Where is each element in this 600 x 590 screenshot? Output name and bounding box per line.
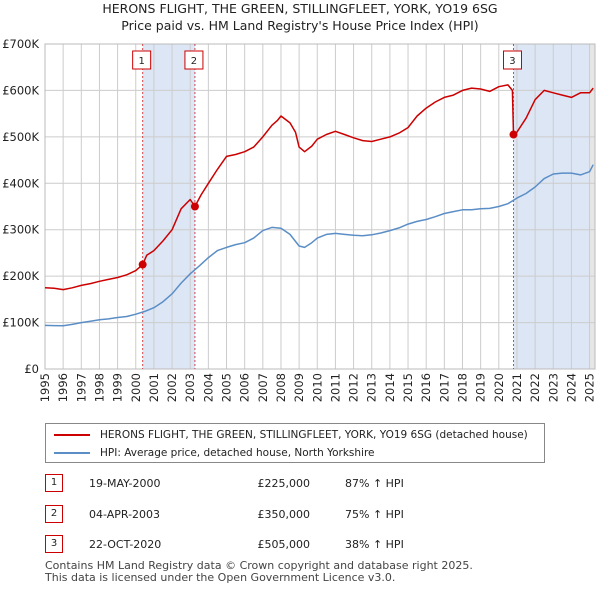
legend-item-price: HERONS FLIGHT, THE GREEN, STILLINGFLEET,… — [54, 426, 528, 444]
footer-licence: This data is licensed under the Open Gov… — [45, 571, 396, 584]
transaction-number: 1 — [45, 474, 63, 492]
transaction-price: £505,000 — [257, 538, 311, 551]
price-line-swatch — [54, 434, 90, 436]
transaction-hpi: 87% ↑ HPI — [345, 477, 404, 490]
sale-label: 1 — [138, 56, 144, 67]
footer: Contains HM Land Registry data © Crown c… — [45, 560, 473, 584]
forecast-band — [589, 44, 595, 369]
legend: HERONS FLIGHT, THE GREEN, STILLINGFLEET,… — [45, 423, 545, 463]
price-chart: £0 £100K £200K £300K £400K £500K £600K £700K 199… — [2, 37, 597, 402]
x-tick-label: 2023 — [546, 373, 560, 402]
sale-period-band — [513, 44, 595, 369]
sale-label-box — [502, 50, 522, 70]
x-tick-label: 1996 — [56, 373, 70, 402]
x-tick-label: 1999 — [111, 373, 125, 402]
y-tick-label: £500K — [2, 130, 39, 144]
sale-point — [138, 260, 147, 269]
chart-title: HERONS FLIGHT, THE GREEN, STILLINGFLEET,… — [102, 1, 498, 16]
x-tick-label: 2005 — [220, 373, 234, 402]
sale-label: 2 — [191, 56, 197, 67]
y-tick-label: £0 — [24, 362, 39, 376]
transaction-date: 22-OCT-2020 — [89, 538, 162, 551]
y-tick-label: £700K — [2, 37, 39, 51]
transaction-date: 19-MAY-2000 — [89, 477, 161, 490]
hpi-line-swatch — [54, 452, 90, 454]
y-tick-label: £200K — [2, 269, 39, 283]
sale-label: 3 — [509, 56, 515, 67]
x-tick-label: 1995 — [38, 373, 52, 402]
x-tick-label: 2021 — [510, 373, 524, 402]
x-tick-label: 2016 — [419, 373, 433, 402]
x-tick-label: 2009 — [292, 373, 306, 402]
legend-price-label: HERONS FLIGHT, THE GREEN, STILLINGFLEET,… — [100, 429, 528, 441]
x-tick-label: 2017 — [437, 373, 451, 402]
x-tick-label: 2001 — [147, 373, 161, 402]
x-tick-label: 2022 — [528, 373, 542, 402]
transaction-date: 04-APR-2003 — [89, 508, 161, 521]
x-tick-label: 2015 — [401, 373, 415, 402]
sale-label-box — [184, 50, 204, 70]
price-paid-line — [44, 84, 594, 291]
plot-frame — [44, 43, 596, 370]
transaction-price: £225,000 — [257, 477, 311, 490]
y-tick-label: £400K — [2, 176, 39, 190]
x-tick-label: 2006 — [238, 373, 252, 402]
x-tick-label: 2003 — [183, 373, 197, 402]
transaction-hpi: 75% ↑ HPI — [345, 508, 404, 521]
sale-point — [509, 130, 518, 139]
sale-point — [190, 202, 199, 211]
y-tick-label: £300K — [2, 223, 39, 237]
x-tick-label: 2007 — [256, 373, 270, 402]
x-tick-label: 2024 — [564, 373, 578, 402]
x-tick-label: 2012 — [347, 373, 361, 402]
x-tick-label: 2013 — [365, 373, 379, 402]
x-tick-label: 2025 — [583, 373, 597, 402]
x-tick-label: 2014 — [383, 373, 397, 402]
legend-hpi-label: HPI: Average price, detached house, Nort… — [100, 447, 375, 459]
x-tick-label: 2000 — [129, 373, 143, 402]
transaction-price: £350,000 — [257, 508, 311, 521]
y-tick-label: £600K — [2, 83, 39, 97]
x-tick-label: 1997 — [74, 373, 88, 402]
x-tick-label: 1998 — [92, 373, 106, 402]
sale-period-band — [142, 44, 195, 369]
transaction-hpi: 38% ↑ HPI — [345, 538, 404, 551]
x-tick-label: 2018 — [455, 373, 469, 402]
y-tick-label: £100K — [2, 316, 39, 330]
footer-copyright: Contains HM Land Registry data © Crown c… — [45, 559, 473, 572]
x-tick-label: 2019 — [474, 373, 488, 402]
transaction-number: 2 — [45, 505, 63, 523]
sale-label-box — [132, 50, 152, 70]
legend-item-hpi: HPI: Average price, detached house, Nort… — [54, 444, 375, 462]
x-tick-label: 2011 — [328, 373, 342, 402]
hpi-line — [44, 164, 594, 327]
x-tick-label: 2004 — [201, 373, 215, 402]
chart-subtitle: Price paid vs. HM Land Registry's House … — [121, 18, 479, 33]
x-tick-label: 2002 — [165, 373, 179, 402]
x-tick-label: 2008 — [274, 373, 288, 402]
x-tick-label: 2010 — [310, 373, 324, 402]
transaction-number: 3 — [45, 535, 63, 553]
x-tick-label: 2020 — [492, 373, 506, 402]
